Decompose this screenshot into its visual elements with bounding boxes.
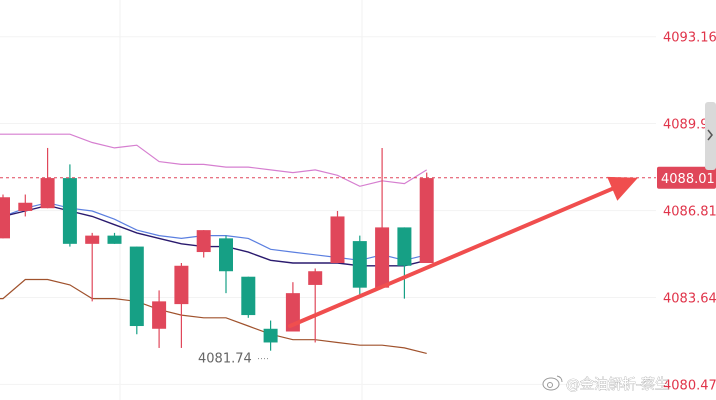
candles — [0, 147, 434, 351]
y-axis: 4093.16 4089.99 4086.81 4083.64 4080.47 — [663, 31, 716, 394]
candle — [330, 210, 345, 264]
lower-band-line — [0, 278, 427, 354]
candle — [263, 320, 278, 351]
candle-body — [397, 227, 412, 266]
candle-body — [219, 238, 233, 272]
candle — [40, 147, 55, 209]
candle-body — [107, 235, 122, 244]
upper-band-line — [0, 133, 428, 187]
candle-body — [85, 235, 100, 244]
current-price-value: 4088.01 — [661, 172, 715, 187]
candle — [375, 147, 390, 288]
chevron-right-icon[interactable] — [707, 129, 713, 141]
candle — [196, 230, 211, 258]
candle — [129, 246, 144, 335]
candle — [107, 232, 122, 244]
min-price-marker: 4081.74 — [198, 352, 270, 367]
candle — [241, 276, 256, 318]
y-tick-label: 4086.81 — [663, 205, 716, 220]
candle-body — [40, 178, 55, 209]
candle-body — [330, 216, 345, 264]
candle-body — [196, 230, 211, 253]
candle — [85, 232, 100, 302]
candle — [62, 164, 77, 247]
candle-body — [375, 227, 390, 288]
y-tick-label: 4089.99 — [663, 118, 716, 133]
candle — [419, 172, 434, 264]
grid — [0, 0, 656, 400]
candle-body — [62, 178, 77, 244]
scroll-handle[interactable] — [705, 102, 716, 170]
candle-body — [0, 197, 10, 239]
candle — [0, 194, 10, 239]
candle — [352, 235, 367, 296]
candle — [219, 235, 233, 294]
candle — [174, 263, 189, 348]
candle-body — [18, 202, 33, 211]
weibo-icon — [542, 375, 563, 391]
candle-body — [419, 178, 434, 264]
candle — [18, 194, 33, 217]
candle-body — [129, 246, 144, 327]
y-tick-label: 4093.16 — [663, 31, 716, 46]
candle-body — [241, 276, 256, 316]
candle — [152, 290, 167, 348]
watermark: @金油解析-蔡生 — [542, 375, 669, 393]
candle-body — [174, 265, 189, 305]
y-tick-label: 4083.64 — [663, 292, 716, 307]
current-price-badge: 4088.01 — [657, 166, 716, 189]
current-price-badge-bg — [657, 166, 716, 189]
trend-arrow-icon — [288, 176, 638, 328]
candle-body — [308, 271, 323, 285]
candle-body — [152, 301, 167, 329]
min-price-label: 4081.74 — [198, 352, 252, 367]
candle-body — [352, 241, 367, 288]
candle — [397, 227, 412, 299]
candle — [308, 268, 323, 343]
y-tick-label: 4080.47 — [663, 378, 716, 393]
watermark-text: @金油解析-蔡生 — [566, 377, 669, 393]
candle-body — [263, 328, 278, 343]
